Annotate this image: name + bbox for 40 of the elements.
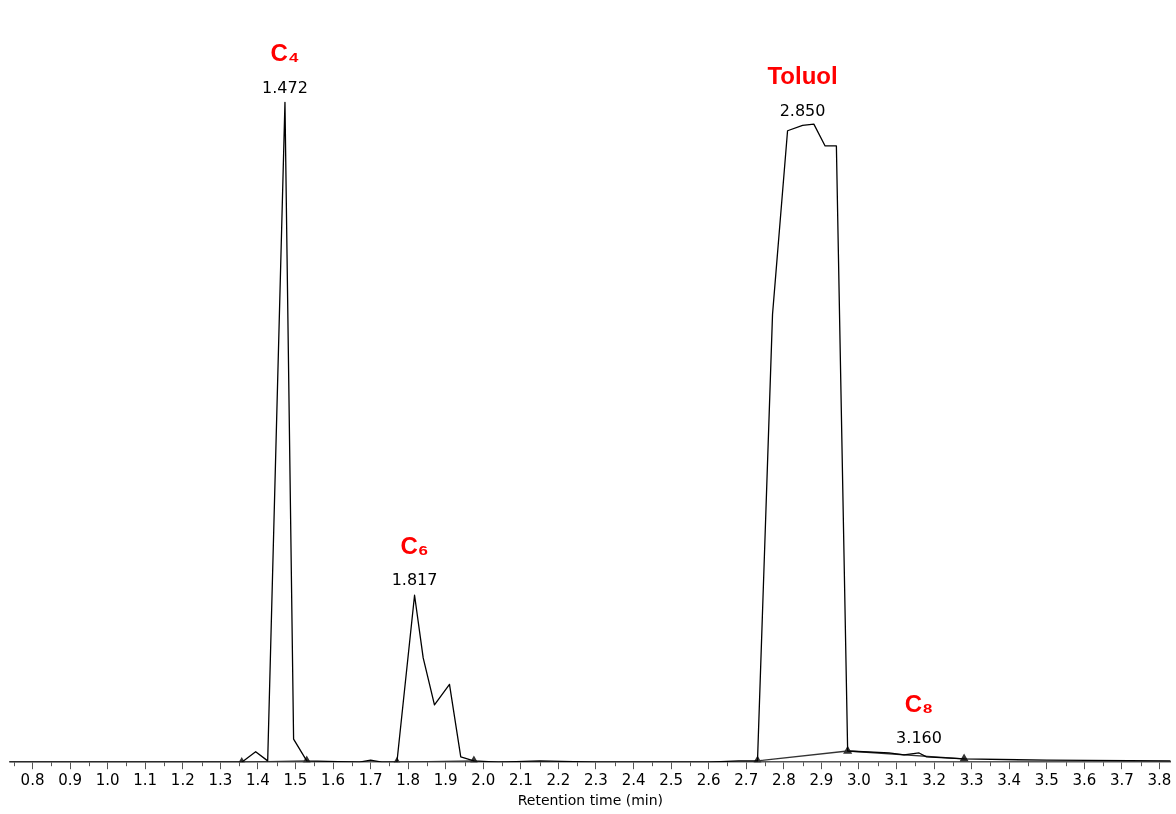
annotation: 1.817: [391, 570, 438, 590]
x-tick-label: 3.5: [1034, 771, 1059, 790]
x-tick-label: 1.8: [396, 771, 421, 790]
annotation: C₈: [904, 689, 934, 717]
annotation: C₆: [400, 531, 429, 559]
x-tick-label: 1.9: [433, 771, 458, 790]
annotation: Toluol: [767, 62, 838, 90]
x-tick-label: 1.5: [283, 771, 308, 790]
x-tick-label: 2.5: [659, 771, 684, 790]
x-axis-title: Retention time (min): [517, 792, 664, 809]
x-tick-label: 3.4: [997, 771, 1022, 790]
x-tick-label: 2.2: [546, 771, 571, 790]
x-tick-label: 0.8: [20, 771, 45, 790]
x-tick-label: 3.0: [847, 771, 871, 790]
x-tick-label: 3.6: [1072, 771, 1097, 790]
x-tick-label: 1.7: [358, 771, 383, 790]
x-tick-label: 0.9: [58, 771, 83, 790]
x-tick-label: 2.6: [696, 771, 721, 790]
annotation: 3.160: [896, 728, 942, 748]
x-tick-label: 1.6: [321, 771, 345, 790]
x-tick-label: 3.8: [1147, 771, 1172, 790]
x-tick-label: 2.9: [809, 771, 834, 790]
x-tick-label: 1.4: [245, 771, 270, 790]
x-tick-label: 2.8: [771, 771, 796, 790]
annotation: 2.850: [779, 100, 826, 120]
x-tick-label: 3.2: [922, 771, 946, 790]
x-tick-label: 3.7: [1109, 771, 1134, 790]
x-tick-label: 1.2: [170, 771, 195, 790]
annotation: 1.472: [262, 77, 308, 97]
annotation: C₄: [270, 39, 300, 66]
x-tick-label: 2.0: [471, 771, 496, 790]
x-tick-label: 3.1: [884, 771, 909, 790]
x-tick-label: 1.1: [133, 771, 158, 790]
x-tick-label: 2.3: [584, 771, 608, 790]
x-tick-label: 2.7: [734, 771, 759, 790]
x-tick-label: 2.1: [508, 771, 533, 790]
x-tick-label: 1.3: [208, 771, 233, 790]
x-tick-label: 2.4: [621, 771, 646, 790]
x-tick-label: 3.3: [959, 771, 984, 790]
x-tick-label: 1.0: [95, 771, 120, 790]
